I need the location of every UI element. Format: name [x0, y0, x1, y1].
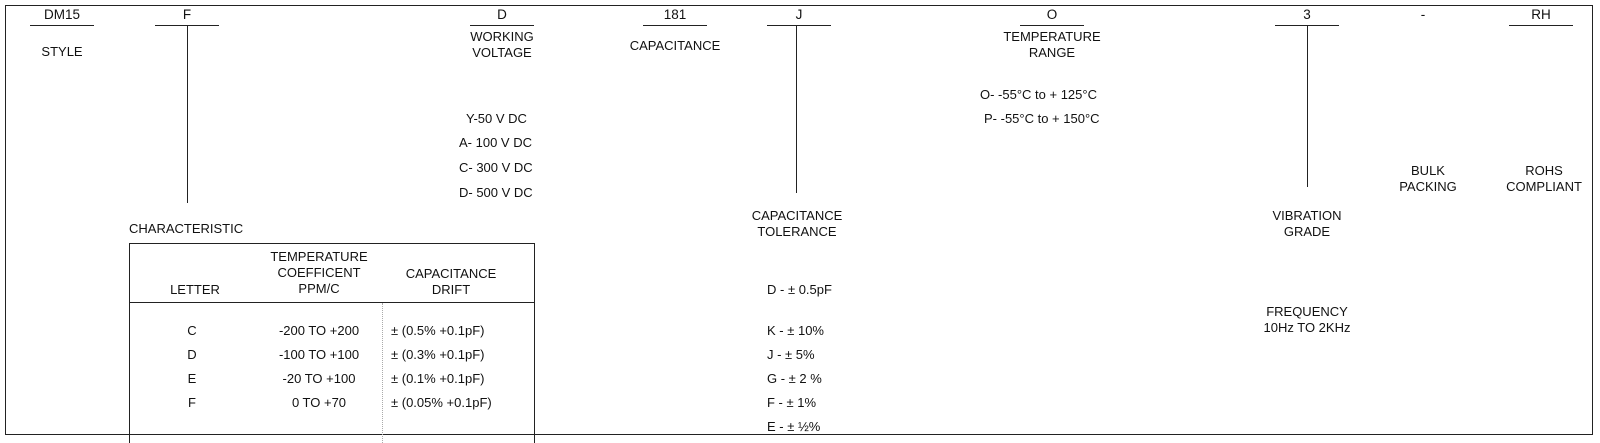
code-tolerance: J	[795, 7, 803, 22]
voltage-option: A- 100 V DC	[459, 135, 532, 150]
label-characteristic: CHARACTERISTIC	[129, 221, 244, 236]
characteristic-leader-line	[187, 25, 188, 203]
code-voltage-underline	[470, 25, 534, 26]
temperature-option: O- -55°C to + 125°C	[980, 87, 1097, 102]
part-number-diagram	[5, 5, 1593, 435]
vibration-leader-line	[1307, 25, 1308, 187]
row-tempco: 0 TO +70	[291, 395, 347, 410]
row-tempco: -20 TO +100	[282, 371, 356, 386]
code-style-underline	[30, 25, 94, 26]
tolerance-option: E - ± ½%	[767, 419, 821, 434]
code-capacitance-underline	[643, 25, 707, 26]
label-capacitance-tolerance: CAPACITANCE TOLERANCE	[751, 208, 843, 239]
code-characteristic: F	[182, 7, 192, 22]
row-drift: ± (0.05% +0.1pF)	[391, 395, 492, 410]
code-temperature: O	[1046, 7, 1058, 22]
code-tolerance-underline	[767, 25, 831, 26]
row-drift: ± (0.1% +0.1pF)	[391, 371, 485, 386]
code-voltage: D	[497, 7, 507, 22]
code-rohs-underline	[1509, 25, 1573, 26]
code-dash: -	[1420, 7, 1426, 22]
voltage-option: Y-50 V DC	[466, 111, 527, 126]
table-header-divider	[130, 302, 534, 303]
characteristic-table	[129, 243, 535, 443]
voltage-option: C- 300 V DC	[459, 160, 533, 175]
tolerance-option: D - ± 0.5pF	[767, 282, 832, 297]
tolerance-option: K - ± 10%	[767, 323, 824, 338]
row-letter: C	[187, 323, 197, 338]
code-capacitance: 181	[663, 7, 687, 22]
label-vibration-grade: VIBRATION GRADE	[1272, 208, 1342, 239]
tolerance-option: J - ± 5%	[767, 347, 815, 362]
tolerance-option: G - ± 2 %	[767, 371, 822, 386]
code-vibration: 3	[1303, 7, 1311, 22]
voltage-option: D- 500 V DC	[459, 185, 533, 200]
label-style: STYLE	[41, 44, 83, 59]
label-working-voltage: WORKING VOLTAGE	[470, 29, 534, 60]
row-letter: E	[187, 371, 197, 386]
tolerance-leader-line	[796, 25, 797, 193]
row-letter: D	[187, 347, 197, 362]
row-tempco: -100 TO +100	[278, 347, 360, 362]
table-column-divider	[382, 303, 383, 443]
code-rohs: RH	[1531, 7, 1551, 22]
row-letter: F	[188, 395, 196, 410]
row-drift: ± (0.5% +0.1pF)	[391, 323, 485, 338]
temperature-option: P- -55°C to + 150°C	[984, 111, 1100, 126]
code-temperature-underline	[1020, 25, 1084, 26]
label-bulk-packing: BULK PACKING	[1399, 163, 1457, 194]
table-header-tempco: TEMPERATURE COEFFICENT PPM/C	[270, 249, 368, 296]
table-header-letter: LETTER	[170, 282, 220, 297]
tolerance-option: F - ± 1%	[767, 395, 817, 410]
vibration-frequency: FREQUENCY 10Hz TO 2KHz	[1263, 304, 1351, 335]
label-capacitance: CAPACITANCE	[629, 38, 721, 53]
code-style: DM15	[43, 7, 80, 22]
table-header-drift: CAPACITANCE DRIFT	[405, 266, 497, 297]
label-rohs-compliant: ROHS COMPLIANT	[1506, 163, 1582, 194]
row-tempco: -200 TO +200	[278, 323, 360, 338]
label-temperature-range: TEMPERATURE RANGE	[1003, 29, 1101, 60]
row-drift: ± (0.3% +0.1pF)	[391, 347, 485, 362]
